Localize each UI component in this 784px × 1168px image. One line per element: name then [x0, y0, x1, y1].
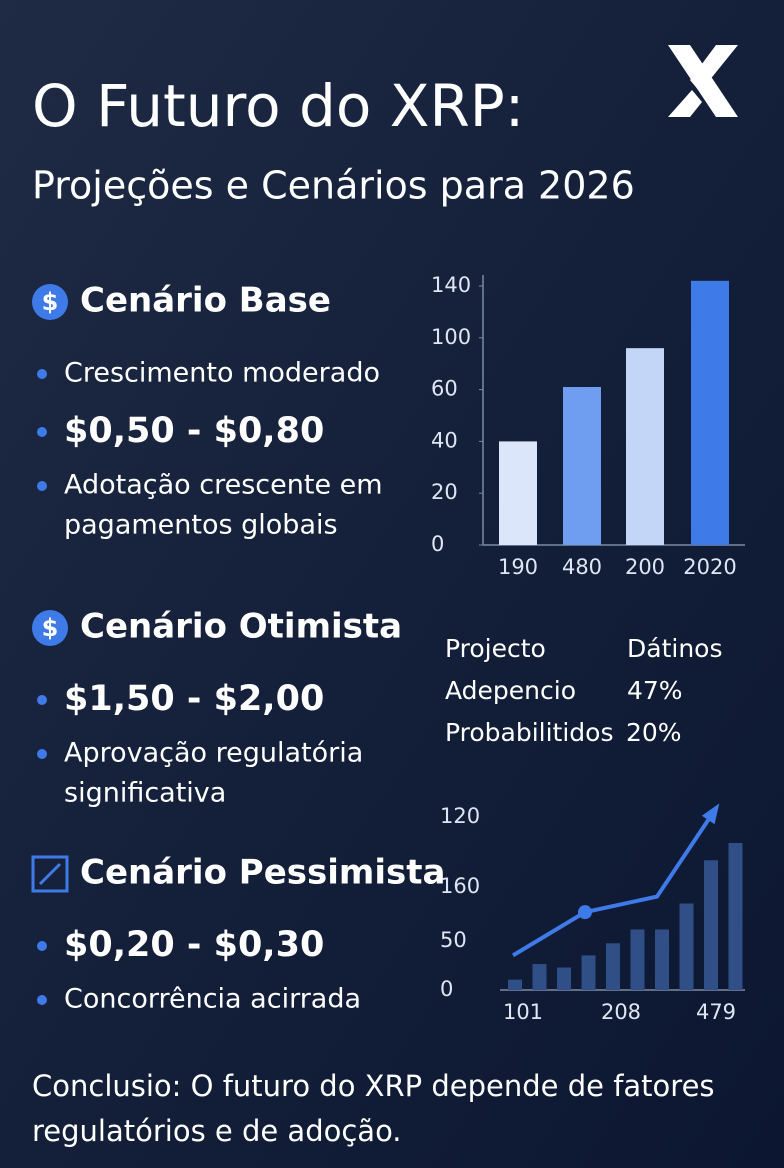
bullet	[37, 941, 47, 951]
bullet	[37, 995, 47, 1005]
x-tick-label: 208	[601, 1000, 641, 1024]
trend-line	[511, 807, 718, 958]
dollar-icon	[32, 610, 68, 646]
bar	[691, 280, 729, 545]
y-tick-label: 50	[440, 928, 467, 952]
x-tick-label: 480	[562, 555, 602, 579]
y-tick-label: 60	[431, 377, 458, 401]
y-tick-label: 120	[440, 804, 480, 828]
price-range: $1,50 - $2,00	[64, 679, 324, 719]
y-tick-label: 0	[440, 977, 453, 1001]
y-tick-label: 0	[431, 532, 444, 556]
scenario-title: Cenário Base	[80, 281, 331, 321]
table-cell: Probabilitidos	[445, 718, 614, 747]
chart-icon	[31, 855, 69, 893]
bar	[655, 929, 669, 990]
logo	[668, 45, 738, 117]
bar	[606, 943, 620, 990]
table-cell: Adepencio	[445, 676, 576, 705]
x-tick-label: 101	[503, 1000, 543, 1024]
table-cell: 47%	[627, 676, 683, 705]
scenario-title: Cenário Otimista	[80, 607, 402, 647]
table-cell: 20%	[626, 718, 682, 747]
scenario-title: Cenário Pessimista	[80, 853, 445, 893]
y-tick-label: 20	[431, 480, 458, 504]
table-header: Projecto	[445, 634, 546, 663]
bar	[508, 979, 522, 990]
bar	[563, 387, 601, 545]
bullet	[37, 481, 47, 491]
bullet	[37, 695, 47, 705]
dollar-icon: $	[42, 288, 59, 316]
bullet-text: Concorrência acirrada	[64, 984, 361, 1015]
y-tick-label: 40	[431, 428, 458, 452]
bar	[581, 955, 596, 990]
bullet	[37, 749, 47, 759]
bar	[630, 929, 645, 990]
subtitle: Projeções e Cenários para 2026	[32, 164, 635, 208]
bullet-text: Adotação crescente em	[64, 470, 383, 501]
price-range: $0,20 - $0,30	[64, 925, 324, 965]
x-tick-label: 479	[696, 1000, 736, 1024]
dollar-icon	[32, 284, 68, 320]
conclusion: Conclusio: O futuro do XRP depende de fa…	[32, 1069, 715, 1103]
trend-arrow	[701, 803, 720, 825]
title: O Futuro do XRP:	[32, 72, 524, 140]
bullet-text: significativa	[64, 778, 226, 809]
y-tick-label: 160	[440, 874, 480, 898]
table-header: Dátinos	[627, 634, 722, 663]
bullet-text: pagamentos globais	[64, 510, 338, 541]
bullet-text: Crescimento moderado	[64, 358, 380, 389]
bar	[704, 860, 718, 990]
bullet	[37, 427, 47, 437]
bar	[626, 348, 664, 545]
dollar-icon: $	[42, 614, 59, 642]
bar	[557, 967, 571, 990]
bar	[499, 441, 537, 545]
y-tick-label: 100	[431, 325, 471, 349]
bullet-text: Aprovação regulatória	[64, 738, 363, 769]
x-tick-label: 190	[498, 555, 538, 579]
price-range: $0,50 - $0,80	[64, 411, 324, 451]
bar	[532, 964, 547, 990]
bullet	[37, 369, 47, 379]
x-tick-label: 200	[625, 555, 665, 579]
bar	[728, 842, 743, 990]
conclusion: regulatórios e de adoção.	[32, 1114, 402, 1148]
bar	[679, 903, 694, 990]
x-tick-label: 2020	[683, 555, 736, 579]
chart-icon	[38, 862, 62, 886]
y-tick-label: 140	[431, 273, 471, 297]
trend-point	[578, 905, 592, 920]
